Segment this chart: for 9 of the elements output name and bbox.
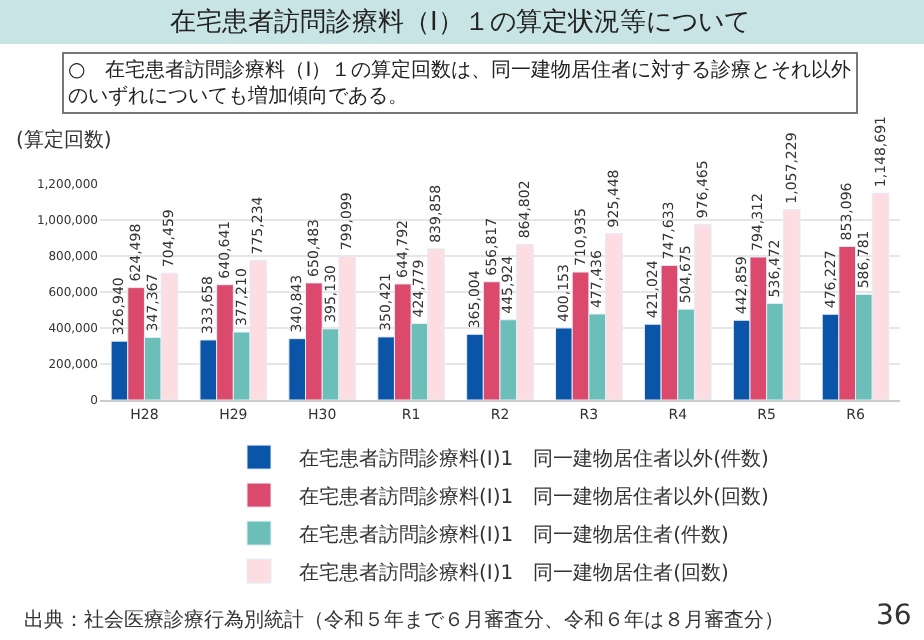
- chart-title: 在宅患者訪問診療料（Ⅰ）１の算定状況等について: [170, 6, 750, 38]
- legend-label: 在宅患者訪問診療料(Ⅰ)1 同一建物居住者(回数): [299, 560, 730, 585]
- y-axis-title: (算定回数): [16, 128, 112, 152]
- legend-label: 在宅患者訪問診療料(Ⅰ)1 同一建物居住者以外(件数): [299, 446, 770, 471]
- legend-label: 在宅患者訪問診療料(Ⅰ)1 同一建物居住者以外(回数): [299, 484, 770, 509]
- legend-label: 在宅患者訪問診療料(Ⅰ)1 同一建物居住者(件数): [299, 522, 730, 547]
- source-note: 出典：社会医療診療行為別統計（令和５年まで６月審査分、令和６年は８月審査分）: [24, 608, 784, 632]
- chart-subtitle: ○ 在宅患者訪問診療料（Ⅰ）１の算定回数は、同一建物居住者に対する診療とそれ以外のいずれについても増加傾向である。: [68, 58, 852, 108]
- text: 36: [876, 600, 912, 632]
